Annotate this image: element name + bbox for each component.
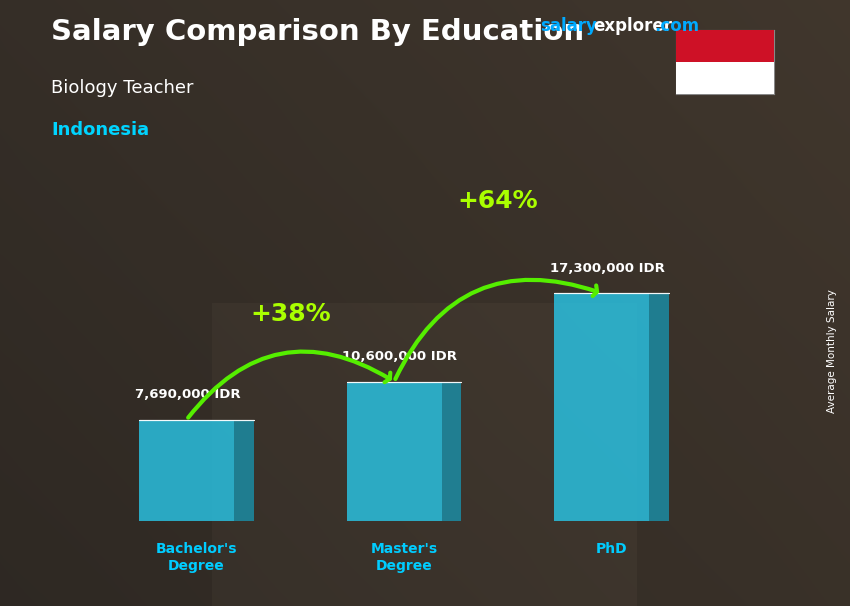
Text: salary: salary [540, 17, 597, 35]
Bar [347, 382, 442, 521]
Bar [139, 420, 234, 521]
Text: Average Monthly Salary: Average Monthly Salary [827, 290, 837, 413]
Text: Master's
Degree: Master's Degree [371, 542, 438, 573]
Bar [676, 30, 774, 62]
Text: .com: .com [654, 17, 700, 35]
Bar [554, 293, 649, 521]
Text: Bachelor's
Degree: Bachelor's Degree [156, 542, 237, 573]
Text: PhD: PhD [596, 542, 627, 556]
Text: explorer: explorer [593, 17, 672, 35]
Polygon shape [234, 420, 254, 521]
Text: 17,300,000 IDR: 17,300,000 IDR [550, 262, 665, 275]
Bar [676, 62, 774, 94]
Text: 10,600,000 IDR: 10,600,000 IDR [343, 350, 457, 363]
Text: +38%: +38% [250, 302, 331, 326]
Text: Indonesia: Indonesia [51, 121, 149, 139]
Text: Biology Teacher: Biology Teacher [51, 79, 194, 97]
Polygon shape [649, 293, 669, 521]
Text: 7,690,000 IDR: 7,690,000 IDR [134, 388, 241, 401]
Text: Salary Comparison By Education: Salary Comparison By Education [51, 18, 584, 46]
Polygon shape [442, 382, 462, 521]
Text: +64%: +64% [458, 188, 538, 213]
